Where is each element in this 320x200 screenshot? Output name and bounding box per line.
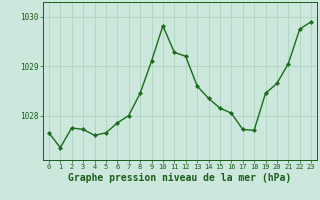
- X-axis label: Graphe pression niveau de la mer (hPa): Graphe pression niveau de la mer (hPa): [68, 173, 292, 183]
